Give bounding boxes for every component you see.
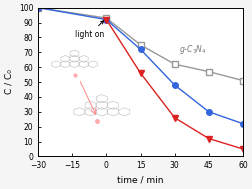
Y-axis label: C / C₀: C / C₀ <box>4 70 13 94</box>
Text: light on: light on <box>75 21 104 40</box>
X-axis label: time / min: time / min <box>117 176 164 185</box>
Text: g-C$_3$N$_4$: g-C$_3$N$_4$ <box>179 43 207 56</box>
